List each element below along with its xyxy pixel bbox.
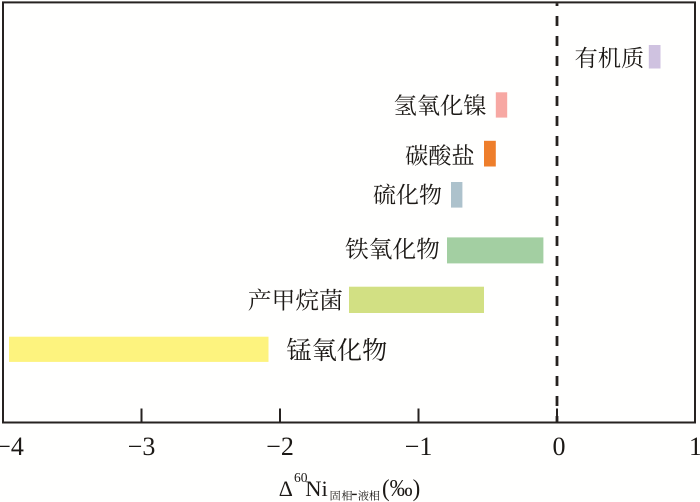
- svg-text:−1: −1: [405, 432, 433, 461]
- svg-text:0: 0: [553, 432, 566, 461]
- svg-text:−2: −2: [266, 432, 294, 461]
- svg-text:1: 1: [689, 432, 700, 461]
- svg-text:Ni: Ni: [305, 476, 328, 501]
- svg-text:−4: −4: [0, 432, 24, 461]
- svg-text:−3: −3: [128, 432, 156, 461]
- svg-text:(‰): (‰): [382, 476, 420, 502]
- svg-text:60: 60: [294, 470, 308, 485]
- svg-text:Δ: Δ: [279, 476, 293, 501]
